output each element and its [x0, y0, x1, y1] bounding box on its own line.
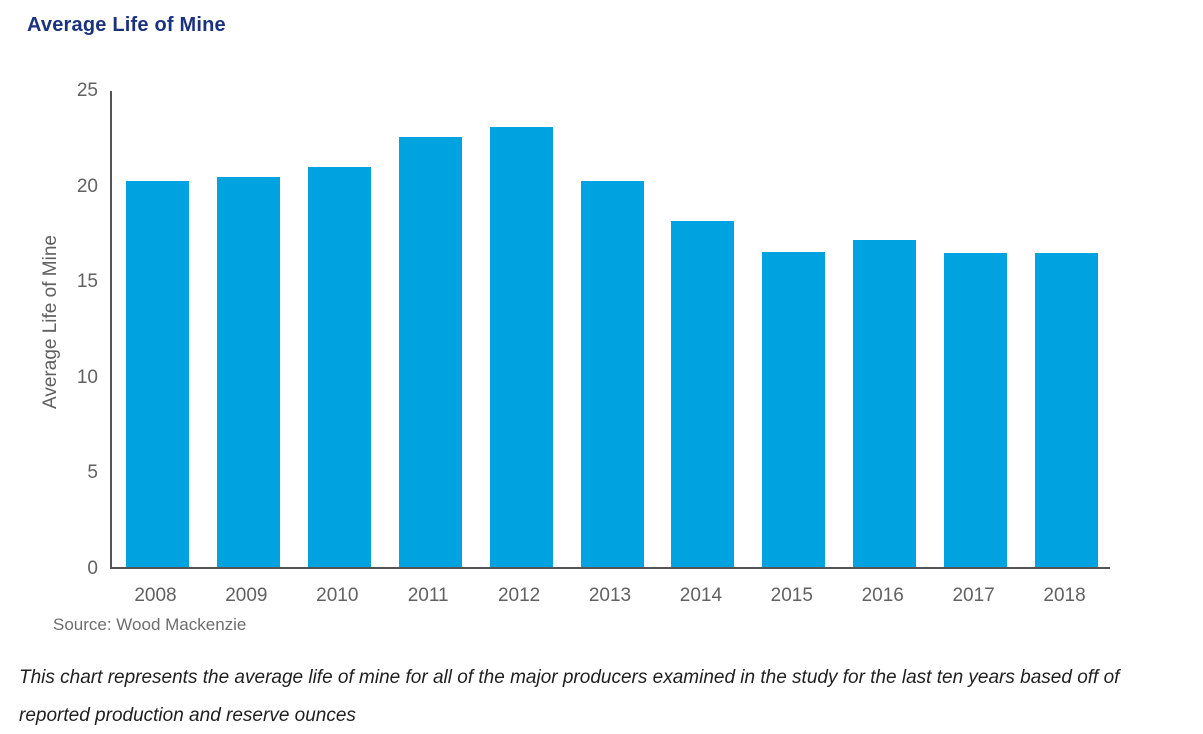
x-tick-label-2011: 2011: [407, 585, 449, 606]
y-tick-label-5: 5: [87, 462, 98, 484]
bar-2012: [489, 127, 553, 567]
chart-caption: This chart represents the average life o…: [19, 659, 1189, 734]
caption-line-1: This chart represents the average life o…: [19, 667, 1120, 688]
bar-2015: [762, 251, 826, 567]
caption-line-2: reported production and reserve ounces: [19, 705, 356, 726]
bar-2013: [580, 180, 644, 567]
x-tick-label-2014: 2014: [679, 585, 723, 606]
x-tick-label-2017: 2017: [952, 585, 995, 606]
bar-2009: [216, 176, 280, 567]
x-tick-label-2016: 2016: [861, 585, 904, 606]
bar-2010: [307, 167, 371, 567]
plot-area: [110, 91, 1110, 569]
y-tick-label-20: 20: [76, 175, 98, 197]
y-tick-label-0: 0: [87, 558, 98, 579]
bar-2016: [853, 240, 917, 567]
x-tick-label-2008: 2008: [134, 585, 177, 606]
x-tick-label-2010: 2010: [316, 585, 359, 606]
x-tick-label-2015: 2015: [770, 585, 813, 606]
bar-2011: [398, 136, 462, 567]
y-tick-label-15: 15: [76, 271, 98, 293]
x-tick-label-2012: 2012: [497, 585, 541, 606]
y-tick-label-25: 25: [76, 80, 98, 101]
x-tick-label-2018: 2018: [1043, 585, 1086, 606]
bar-2017: [944, 253, 1008, 567]
x-axis-tick-labels: 2008 2009 2010 2011 2012 2013 2014 2015 2016 2017…: [110, 584, 1110, 608]
bar-2018: [1035, 253, 1099, 567]
bar-2008: [125, 180, 189, 567]
x-tick-label-2013: 2013: [588, 585, 632, 606]
x-tick-label-2009: 2009: [225, 585, 268, 606]
chart-title: Average Life of Mine: [27, 14, 226, 36]
bar-2014: [671, 220, 735, 567]
y-tick-label-10: 10: [76, 366, 98, 388]
source-note: Source: Wood Mackenzie: [53, 615, 247, 634]
y-axis-tick-labels: 0 5 10 15 20 25: [0, 80, 98, 579]
